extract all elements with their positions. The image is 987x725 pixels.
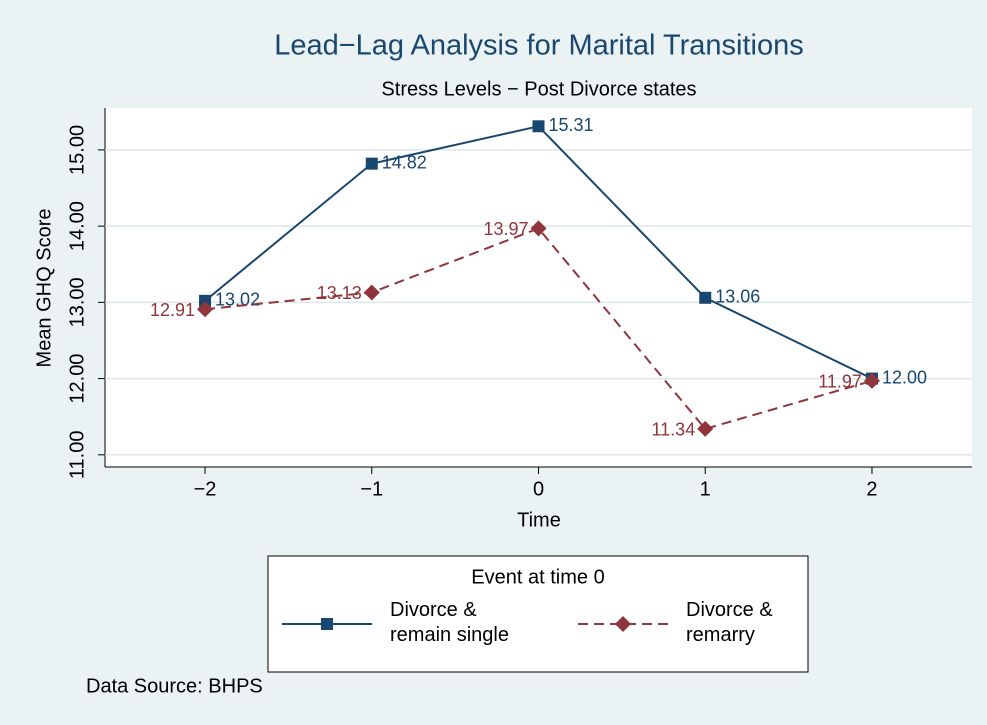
legend-label: Divorce & remarry: [686, 599, 773, 646]
marker: [699, 291, 712, 304]
y-tick-label: 11.00: [66, 431, 88, 480]
legend-label: Divorce & remain single: [390, 599, 509, 646]
x-tick-label: 0: [533, 478, 544, 500]
legend-label-box: Divorce & remarry: [686, 599, 773, 646]
marker: [199, 294, 212, 307]
marker: [197, 301, 214, 318]
x-tick-label: 2: [866, 478, 877, 500]
marker: [365, 157, 378, 170]
legend-title: Event at time 0: [471, 566, 604, 588]
x-tick-label: 1: [700, 478, 711, 500]
plot-area: [105, 108, 972, 467]
data-label: 12.00: [882, 367, 927, 387]
data-label: 13.06: [715, 287, 760, 307]
legend-marker: [321, 618, 333, 630]
y-tick-label: 12.00: [66, 354, 88, 404]
note: Data Source: BHPS: [86, 675, 263, 697]
chart-subtitle: Stress Levels − Post Divorce states: [381, 78, 696, 100]
marker: [863, 372, 880, 389]
marker: [530, 220, 547, 237]
series-line: [204, 227, 873, 431]
marker: [532, 120, 545, 133]
legend-marker: [615, 616, 631, 632]
x-axis-title: Time: [517, 509, 561, 531]
legend-label-box: Divorce & remain single: [390, 599, 509, 646]
y-tick-label: 13.00: [66, 277, 88, 327]
data-label: 15.31: [549, 115, 594, 135]
data-label: 12.91: [150, 300, 195, 320]
data-label: 13.13: [317, 283, 362, 303]
data-label: 13.97: [483, 219, 528, 239]
data-label: 11.34: [652, 420, 696, 440]
x-tick-label: −2: [194, 478, 217, 500]
x-tick-label: −1: [360, 478, 383, 500]
legend-box: [267, 555, 809, 673]
y-axis-title: Mean GHQ Score: [33, 209, 55, 368]
data-label: 14.82: [382, 152, 427, 172]
chart-title: Lead−Lag Analysis for Marital Transition…: [274, 30, 804, 62]
data-label: 13.02: [215, 290, 260, 310]
marker: [363, 284, 380, 301]
data-label: 11.97: [818, 372, 862, 392]
y-tick-label: 15.00: [66, 125, 88, 175]
y-tick-label: 14.00: [66, 201, 88, 251]
marker: [697, 420, 714, 437]
